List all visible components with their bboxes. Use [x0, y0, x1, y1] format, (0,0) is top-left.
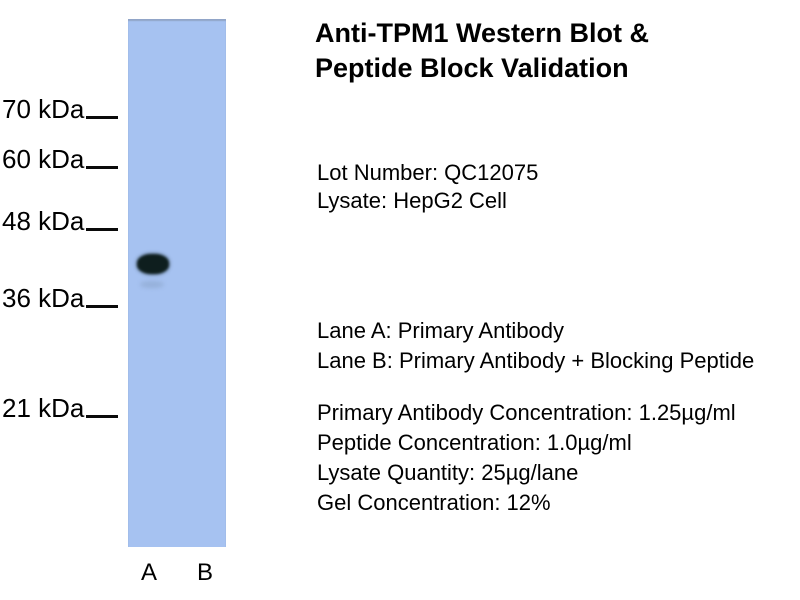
lane-a-description: Lane A: Primary Antibody — [317, 318, 565, 343]
marker-row-70kda: 70 kDa — [2, 94, 119, 124]
marker-tick — [86, 166, 119, 169]
marker-tick — [86, 415, 119, 418]
primary-antibody-concentration-text: Primary Antibody Concentration: 1.25µg/m… — [317, 400, 736, 425]
marker-label: 60 kDa — [2, 144, 85, 174]
conditions-block: Primary Antibody Concentration: 1.25µg/m… — [317, 398, 736, 518]
marker-label: 21 kDa — [2, 393, 85, 423]
peptide-concentration-text: Peptide Concentration: 1.0µg/ml — [317, 430, 632, 455]
lysate-text: Lysate: HepG2 Cell — [317, 188, 507, 213]
marker-row-48kda: 48 kDa — [2, 206, 119, 236]
marker-row-21kda: 21 kDa — [2, 393, 119, 423]
lot-info-block: Lot Number: QC12075 Lysate: HepG2 Cell — [317, 159, 538, 215]
marker-tick — [86, 228, 119, 231]
lane-label-a: A — [141, 559, 158, 586]
gel-strip — [128, 19, 226, 547]
marker-label: 70 kDa — [2, 94, 85, 124]
lysate-quantity-text: Lysate Quantity: 25µg/lane — [317, 460, 579, 485]
lane-descriptions-block: Lane A: Primary Antibody Lane B: Primary… — [317, 316, 754, 376]
marker-label: 48 kDa — [2, 206, 85, 236]
protein-band-lane-a — [137, 254, 169, 274]
figure-title: Anti-TPM1 Western Blot & Peptide Block V… — [315, 18, 650, 83]
marker-label: 36 kDa — [2, 283, 85, 313]
marker-row-60kda: 60 kDa — [2, 144, 119, 174]
lane-label-b: B — [197, 559, 214, 586]
marker-tick — [86, 116, 119, 119]
lane-b-description: Lane B: Primary Antibody + Blocking Pept… — [317, 348, 755, 373]
lot-number-text: Lot Number: QC12075 — [317, 160, 539, 185]
gel-concentration-text: Gel Concentration: 12% — [317, 490, 551, 515]
band-smudge — [140, 281, 164, 288]
marker-row-36kda: 36 kDa — [2, 283, 119, 313]
marker-tick — [86, 305, 119, 308]
